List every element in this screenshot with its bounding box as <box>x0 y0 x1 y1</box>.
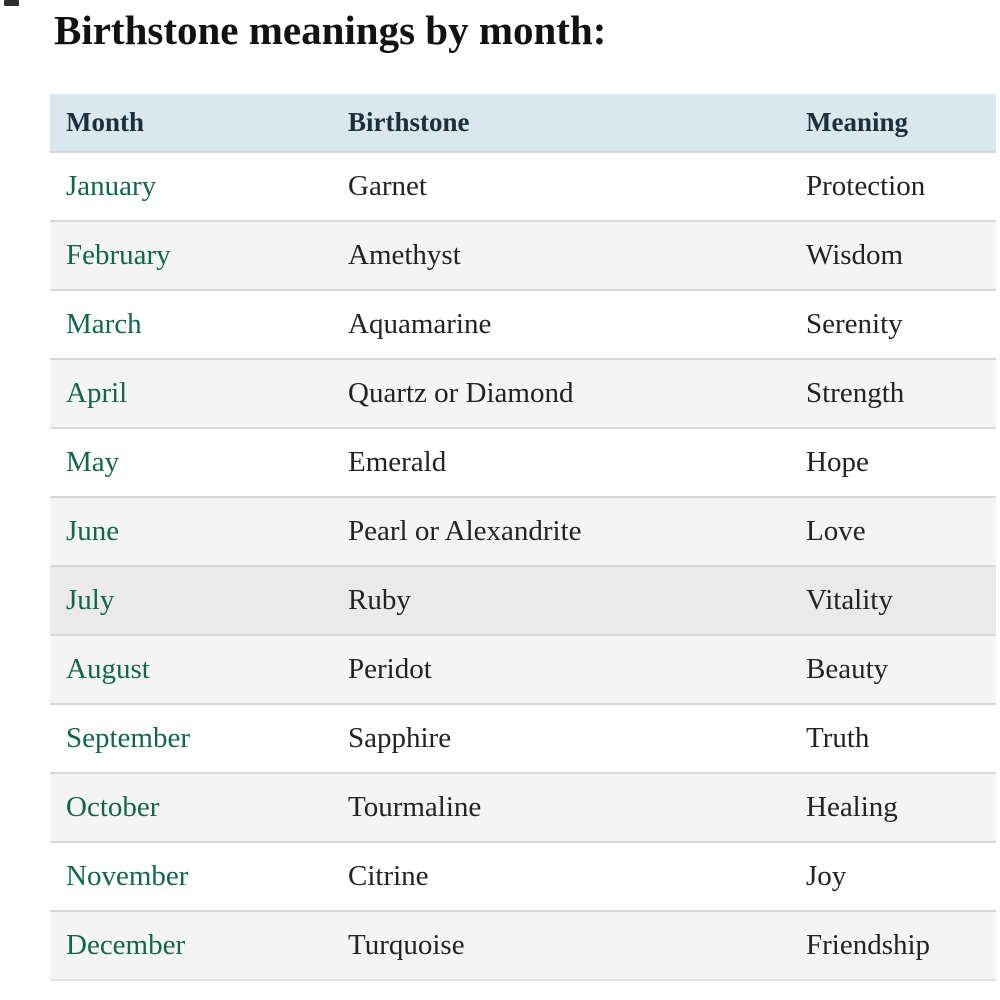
birthstone-cell: Pearl or Alexandrite <box>332 496 790 567</box>
month-link-may[interactable]: May <box>66 446 120 479</box>
table-row-april: April Quartz or Diamond Strength <box>50 358 996 429</box>
month-link-january[interactable]: January <box>66 170 157 203</box>
month-link-november[interactable]: November <box>66 860 189 893</box>
table-row-july: July Ruby Vitality <box>50 565 996 636</box>
birthstone-cell: Garnet <box>332 151 790 222</box>
page-title: Birthstone meanings by month: <box>54 7 607 53</box>
table-row-october: October Tourmaline Healing <box>50 772 996 843</box>
table-row-february: February Amethyst Wisdom <box>50 220 996 291</box>
birthstone-cell: Quartz or Diamond <box>332 358 790 429</box>
month-link-december[interactable]: December <box>66 929 186 962</box>
month-link-march[interactable]: March <box>66 308 142 341</box>
table-row-march: March Aquamarine Serenity <box>50 289 996 360</box>
month-link-august[interactable]: August <box>66 653 150 686</box>
meaning-cell: Truth <box>790 703 996 774</box>
birthstone-cell: Aquamarine <box>332 289 790 360</box>
meaning-cell: Healing <box>790 772 996 843</box>
meaning-cell: Vitality <box>790 565 996 636</box>
meaning-cell: Beauty <box>790 634 996 705</box>
meaning-cell: Wisdom <box>790 220 996 291</box>
column-header-meaning: Meaning <box>790 94 996 153</box>
birthstone-cell: Amethyst <box>332 220 790 291</box>
meaning-cell: Protection <box>790 151 996 222</box>
table-row-january: January Garnet Protection <box>50 151 996 222</box>
birthstone-cell: Peridot <box>332 634 790 705</box>
column-header-month: Month <box>50 94 332 153</box>
birthstone-cell: Sapphire <box>332 703 790 774</box>
birthstone-table: Month Birthstone Meaning January Garnet … <box>50 94 996 982</box>
screenshot-crop-artifact <box>4 0 19 6</box>
table-row-december: December Turquoise Friendship <box>50 910 996 982</box>
table-row-september: September Sapphire Truth <box>50 703 996 774</box>
table-row-november: November Citrine Joy <box>50 841 996 912</box>
meaning-cell: Serenity <box>790 289 996 360</box>
meaning-cell: Love <box>790 496 996 567</box>
column-header-birthstone: Birthstone <box>332 94 790 153</box>
meaning-cell: Hope <box>790 427 996 498</box>
meaning-cell: Friendship <box>790 910 996 982</box>
table-row-june: June Pearl or Alexandrite Love <box>50 496 996 567</box>
month-link-june[interactable]: June <box>66 515 120 548</box>
birthstone-cell: Tourmaline <box>332 772 790 843</box>
table-row-august: August Peridot Beauty <box>50 634 996 705</box>
month-link-october[interactable]: October <box>66 791 160 824</box>
table-row-may: May Emerald Hope <box>50 427 996 498</box>
birthstone-cell: Turquoise <box>332 910 790 982</box>
table-header-row: Month Birthstone Meaning <box>50 94 996 153</box>
month-link-february[interactable]: February <box>66 239 171 272</box>
month-link-april[interactable]: April <box>66 377 128 410</box>
meaning-cell: Strength <box>790 358 996 429</box>
birthstone-cell: Citrine <box>332 841 790 912</box>
birthstone-cell: Ruby <box>332 565 790 636</box>
month-link-september[interactable]: September <box>66 722 191 755</box>
birthstone-cell: Emerald <box>332 427 790 498</box>
meaning-cell: Joy <box>790 841 996 912</box>
month-link-july[interactable]: July <box>66 584 115 617</box>
